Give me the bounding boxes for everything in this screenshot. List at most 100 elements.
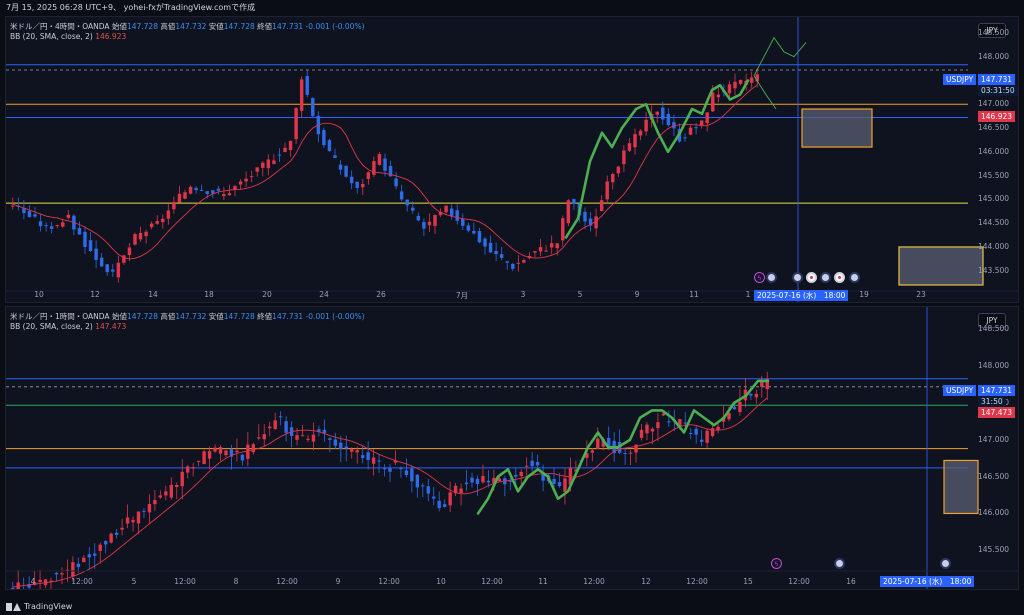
- time-tick-label: 3: [520, 290, 526, 299]
- countdown-tag: 03:31:50: [978, 85, 1018, 96]
- forecast-path-0: [753, 36, 807, 76]
- chart-pane-1h[interactable]: 米ドル／円・1時間・OANDA 始値147.728 高値147.732 安値14…: [5, 306, 1019, 590]
- candle: [585, 453, 589, 458]
- candle: [605, 181, 609, 200]
- candle: [311, 97, 315, 117]
- time-tick-label: 23: [916, 290, 926, 299]
- candle: [552, 478, 556, 484]
- time-tick-label: 5: [577, 290, 583, 299]
- candle: [288, 140, 293, 150]
- candle: [166, 210, 171, 219]
- candlestick-chart-4h[interactable]: [6, 17, 1019, 303]
- event-alert-icon[interactable]: ϟ: [771, 558, 782, 569]
- time-tick-label: 12:00: [276, 577, 298, 586]
- candle: [683, 422, 687, 424]
- candle: [94, 248, 98, 260]
- candle: [38, 221, 43, 227]
- candle: [466, 225, 471, 231]
- price-tick-label: 146.000: [978, 146, 1010, 156]
- time-tick-label: 12: [641, 577, 651, 586]
- candle: [432, 496, 436, 499]
- bb-legend[interactable]: BB (20, SMA, close, 2) 146.923: [10, 32, 127, 41]
- currency-button[interactable]: JPY: [978, 313, 1006, 328]
- jp-flag-icon[interactable]: [806, 272, 817, 283]
- candle: [311, 434, 316, 442]
- candle: [633, 134, 637, 148]
- candle: [300, 435, 305, 437]
- us-flag-icon[interactable]: [792, 272, 803, 283]
- jp-flag-icon[interactable]: [834, 272, 845, 283]
- bb-legend[interactable]: BB (20, SMA, close, 2) 147.473: [10, 322, 127, 331]
- candle: [131, 519, 135, 523]
- candle: [594, 216, 598, 229]
- candle: [438, 211, 443, 216]
- us-flag-icon[interactable]: [849, 272, 860, 283]
- time-tick-label: 12:00: [71, 577, 93, 586]
- candle: [355, 181, 359, 188]
- candle: [583, 211, 587, 222]
- candle: [689, 432, 693, 434]
- candle: [227, 193, 232, 196]
- candle: [727, 412, 731, 420]
- us-flag-icon[interactable]: [766, 272, 777, 283]
- candle: [371, 457, 376, 464]
- candle: [136, 511, 141, 524]
- candle: [427, 221, 432, 226]
- event-alert-icon[interactable]: ϟ: [754, 272, 765, 283]
- candle: [661, 107, 665, 120]
- us-flag-icon[interactable]: [834, 558, 845, 569]
- candle: [122, 255, 126, 263]
- candle: [470, 477, 474, 483]
- time-tick-label: 24: [319, 290, 329, 299]
- candle: [634, 444, 638, 453]
- time-tick-label: 7月: [455, 291, 469, 300]
- candle: [322, 429, 327, 434]
- price-tick-label: 145.000: [978, 194, 1010, 204]
- candle: [205, 191, 209, 194]
- price-tick-label: 148.000: [978, 51, 1010, 61]
- candle: [262, 434, 266, 440]
- candle: [249, 176, 254, 178]
- candle: [255, 167, 259, 172]
- price-tick-label: 146.500: [978, 471, 1010, 481]
- candle: [688, 127, 693, 135]
- candlestick-chart-1h[interactable]: [6, 307, 1019, 590]
- us-flag-icon[interactable]: [940, 558, 951, 569]
- candle: [442, 504, 447, 507]
- candle: [678, 419, 682, 427]
- chart-pane-4h[interactable]: 米ドル／円・4時間・OANDA 始値147.728 高値147.732 安値14…: [5, 16, 1019, 303]
- candle: [711, 92, 715, 112]
- crosshair-date-tag: 2025-07-16 (水) 18:00: [880, 576, 975, 587]
- candle: [305, 76, 309, 95]
- candle: [366, 452, 370, 461]
- candle: [519, 472, 523, 476]
- candle: [683, 137, 687, 139]
- candle: [218, 447, 223, 454]
- candle: [538, 247, 543, 252]
- currency-button[interactable]: JPY: [978, 23, 1006, 38]
- wave-drawing-0: [564, 79, 750, 239]
- candle: [11, 205, 15, 207]
- price-tick-label: 144.500: [978, 218, 1010, 228]
- candle: [705, 430, 709, 443]
- candle: [388, 468, 392, 472]
- candle: [399, 468, 403, 470]
- time-tick-label: 11: [689, 290, 699, 299]
- time-tick-label: 1: [745, 290, 751, 299]
- candle: [511, 263, 515, 269]
- candle: [410, 468, 414, 482]
- tradingview-logo[interactable]: TradingView: [6, 602, 72, 611]
- candle: [561, 218, 565, 241]
- candle: [716, 426, 720, 431]
- us-flag-icon[interactable]: [820, 272, 831, 283]
- candle: [372, 161, 376, 175]
- candle: [738, 79, 743, 84]
- candle: [749, 393, 753, 396]
- time-tick-label: 16: [846, 577, 856, 586]
- candle: [211, 190, 215, 194]
- candle: [541, 472, 545, 481]
- forecast-path-1: [753, 75, 777, 110]
- candle: [415, 474, 420, 488]
- candle: [99, 257, 104, 267]
- candle: [437, 500, 441, 509]
